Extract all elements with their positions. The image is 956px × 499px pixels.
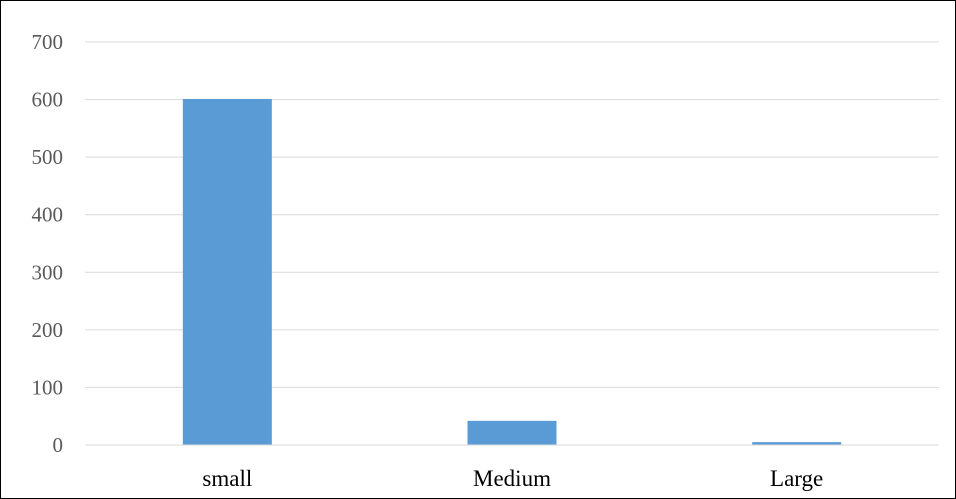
bar-medium (467, 420, 557, 445)
y-tick-label: 400 (32, 203, 64, 227)
x-axis-category-labels: small Medium Large (202, 466, 823, 491)
y-axis-tick-labels: 0 100 200 300 400 500 600 700 (32, 30, 64, 457)
y-tick-label: 500 (32, 145, 64, 169)
y-tick-label: 0 (53, 433, 64, 457)
y-tick-label: 100 (32, 375, 64, 399)
y-tick-label: 300 (32, 260, 64, 284)
bar-small (182, 98, 272, 445)
bars (182, 98, 842, 445)
bar-large (752, 442, 842, 445)
y-tick-label: 600 (32, 88, 64, 112)
y-tick-label: 700 (32, 30, 64, 54)
x-category-label: Medium (473, 466, 551, 491)
x-category-label: Large (770, 466, 823, 491)
y-tick-label: 200 (32, 318, 64, 342)
x-category-label: small (202, 466, 252, 491)
